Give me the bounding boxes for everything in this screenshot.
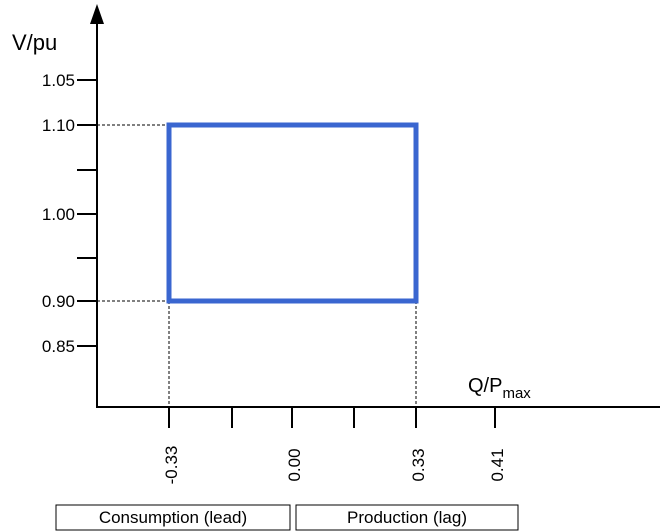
- x-tick-label: 0.41: [488, 448, 507, 481]
- y-tick-label: 1.00: [42, 205, 75, 224]
- operating-region: [166, 122, 419, 304]
- y-axis-arrow: [90, 4, 104, 24]
- x-tick-label: 0.33: [409, 448, 428, 481]
- x-axis-label-sub: max: [502, 385, 531, 402]
- region-box: [295, 504, 519, 531]
- y-axis-label: V/pu: [12, 30, 57, 55]
- x-axis-label: Q/Pmax: [468, 375, 531, 402]
- y-tick-label: 1.10: [42, 116, 75, 135]
- region-label: Consumption (lead): [99, 508, 247, 527]
- x-axis-label-main: Q/P: [468, 375, 502, 397]
- y-tick-label: 0.90: [42, 292, 75, 311]
- region-label: Production (lag): [347, 508, 467, 527]
- x-tick-label: 0.00: [285, 448, 304, 481]
- y-tick-label: 0.85: [42, 337, 75, 356]
- x-tick-label: -0.33: [162, 446, 181, 485]
- region-box: [55, 504, 291, 531]
- y-tick-label: 1.05: [42, 71, 75, 90]
